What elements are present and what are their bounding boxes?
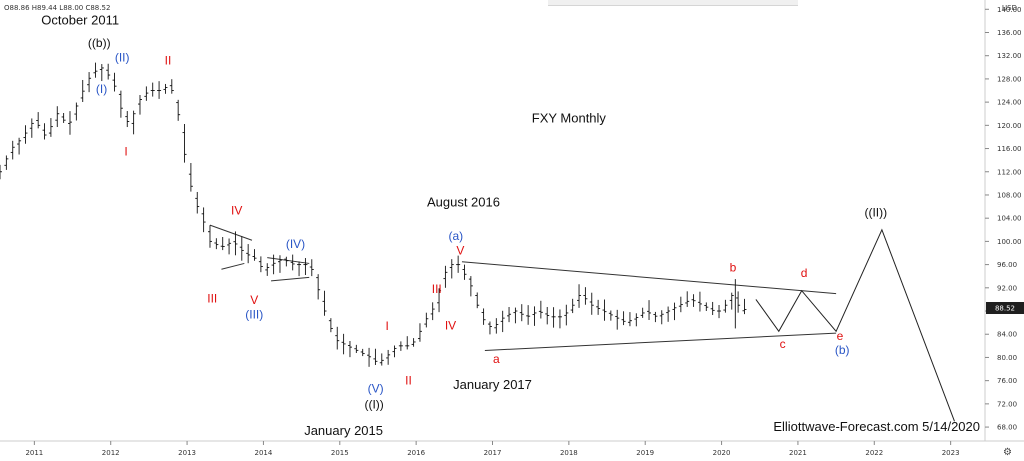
y-tick-label: 96.00 [997,261,1017,269]
price-bars [0,62,747,367]
y-tick-label: 104.00 [997,215,1022,223]
wave-label: (I) [96,82,107,96]
x-tick-label: 2021 [789,449,807,457]
y-tick-label: 80.00 [997,354,1017,362]
x-tick-label: 2012 [102,449,120,457]
x-tick-label: 2016 [407,449,425,457]
wave-label: January 2017 [453,377,532,392]
footer-watermark: Elliottwave-Forecast.com 5/14/2020 [773,419,980,434]
wave-label: I [385,319,388,333]
y-tick-label: 76.00 [997,377,1017,385]
trendline [271,276,310,282]
y-tick-label: 140.00 [997,6,1022,14]
wave-label: III [207,291,217,305]
wave-label: II [405,374,412,388]
last-price-marker [986,302,1024,315]
trendline [221,262,245,270]
y-tick-label: 120.00 [997,122,1022,130]
wave-label: a [493,352,500,366]
y-tick-label: 72.00 [997,400,1017,408]
y-tick-label: 100.00 [997,238,1022,246]
wave-label: III [432,282,442,296]
x-tick-label: 2020 [713,449,731,457]
y-tick-label: 136.00 [997,29,1022,37]
wave-label: I [124,145,127,159]
x-tick-label: 2022 [865,449,883,457]
top-toolbar-strip [548,0,798,6]
wave-label: (V) [368,381,384,395]
wave-label: d [801,266,808,280]
wave-label: (IV) [286,237,305,251]
wave-label: (III) [245,308,263,322]
x-tick-label: 2014 [255,449,273,457]
y-tick-label: 112.00 [997,168,1022,176]
y-tick-label: 92.00 [997,284,1017,292]
x-tick-label: 2015 [331,449,349,457]
wave-label: b [730,261,737,275]
wave-label: V [456,244,464,258]
wave-label: August 2016 [427,195,500,210]
y-tick-label: 116.00 [997,145,1022,153]
currency-label: USD [1002,4,1017,12]
wave-label: II [165,53,172,67]
wave-label: c [780,337,786,351]
y-tick-label: 124.00 [997,99,1022,107]
wave-label: V [250,293,258,307]
projection-path [755,228,955,422]
wave-label: ((I)) [364,398,383,412]
wave-label: (b) [835,343,850,357]
x-tick-label: 2013 [178,449,196,457]
x-tick-label: 2011 [25,449,43,457]
last-price-label: 88.52 [995,305,1015,313]
y-tick-label: 128.00 [997,75,1022,83]
wave-label: (II) [115,51,130,65]
trendlines [209,224,837,351]
y-tick-label: 68.00 [997,424,1017,432]
wave-label: January 2015 [304,423,383,438]
wave-label: ((II)) [864,205,887,219]
wave-label: IV [231,204,242,218]
wave-label: ((b)) [88,36,111,50]
y-tick-label: 132.00 [997,52,1022,60]
wave-label: (a) [449,229,464,243]
ohlc-readout: O88.86 H89.44 L88.00 C88.52 [4,4,111,12]
projection-line [755,228,955,422]
gear-icon[interactable]: ⚙ [1003,447,1012,458]
wave-label: FXY Monthly [532,110,607,125]
x-tick-label: 2018 [560,449,578,457]
wave-label: IV [445,319,456,333]
y-tick-label: 108.00 [997,191,1022,199]
x-tick-label: 2023 [942,449,960,457]
wave-label: e [837,329,844,343]
y-tick-label: 84.00 [997,331,1017,339]
x-tick-label: 2019 [636,449,654,457]
x-tick-label: 2017 [484,449,502,457]
trendline [461,261,837,295]
trendline [209,224,253,241]
trendline [484,332,837,351]
wave-label: October 2011 [41,12,119,27]
